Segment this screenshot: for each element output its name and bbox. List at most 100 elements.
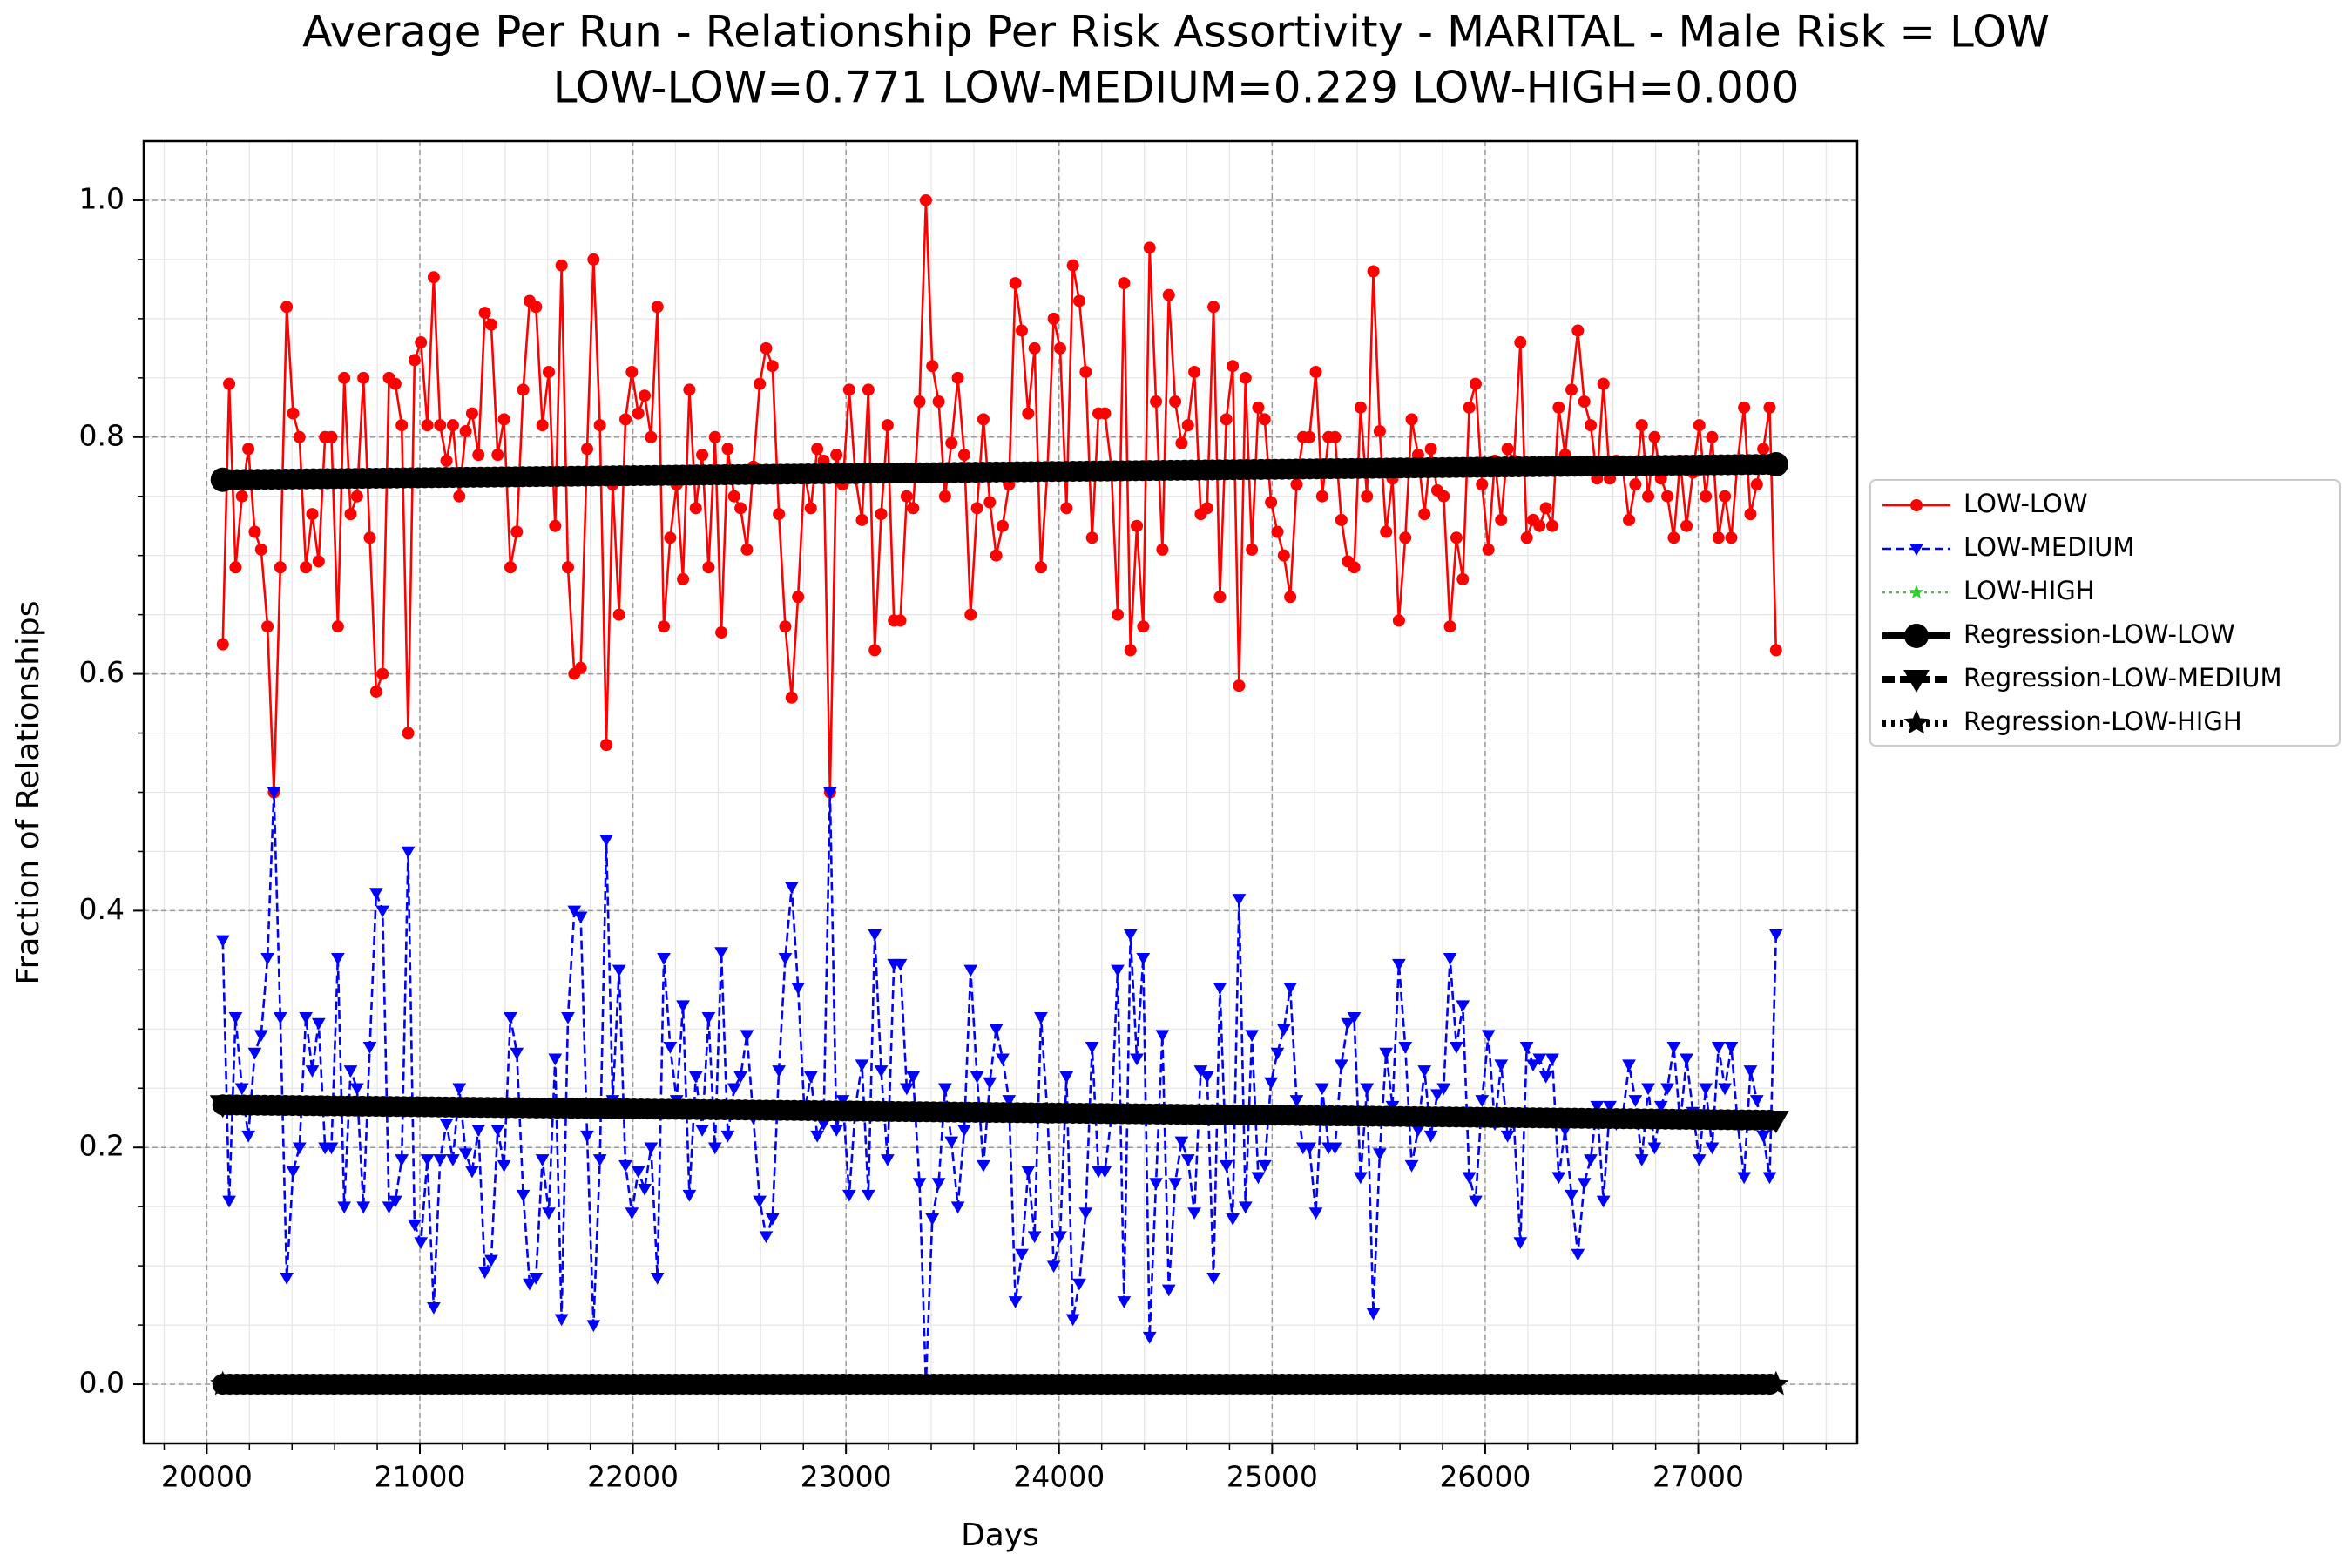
point <box>855 1059 869 1072</box>
point <box>1578 395 1591 408</box>
point <box>1309 366 1322 379</box>
point <box>1034 1011 1048 1024</box>
point <box>677 572 690 585</box>
point <box>983 496 997 509</box>
point <box>1021 1166 1036 1179</box>
point <box>990 549 1003 562</box>
point <box>1737 1172 1751 1185</box>
point <box>612 964 626 977</box>
point <box>1174 1136 1189 1149</box>
point <box>1481 1030 1496 1043</box>
point <box>1718 1083 1732 1096</box>
point <box>1361 490 1374 503</box>
point <box>229 561 242 574</box>
point <box>465 1166 479 1179</box>
point <box>1028 341 1041 355</box>
point <box>701 1011 716 1024</box>
point <box>1124 644 1137 657</box>
point <box>618 1159 632 1173</box>
point <box>1257 1159 1272 1173</box>
regression-marker <box>209 1095 236 1119</box>
point <box>235 490 248 503</box>
legend-marker <box>1903 670 1930 693</box>
point <box>477 1267 492 1279</box>
point <box>1219 1159 1233 1173</box>
point <box>1366 1308 1381 1321</box>
axes: 20000 21000 22000 23000 24000 25000 26000 27000… <box>79 181 1828 1494</box>
point <box>1417 1065 1432 1078</box>
point <box>1743 1065 1758 1078</box>
point <box>1009 277 1022 290</box>
point <box>881 1154 895 1166</box>
point <box>938 490 951 503</box>
x-tick-label: 23000 <box>801 1460 892 1494</box>
point <box>368 888 383 901</box>
x-axis-label: Days <box>961 1517 1039 1553</box>
point <box>542 1207 556 1220</box>
point <box>1712 531 1725 544</box>
point <box>415 336 428 349</box>
point <box>1635 419 1648 432</box>
point <box>1078 1207 1093 1220</box>
point <box>382 1201 396 1214</box>
point <box>1232 894 1247 906</box>
point <box>1181 419 1194 432</box>
regression-marker-band <box>212 1094 1787 1131</box>
point <box>248 525 261 538</box>
point <box>804 502 817 515</box>
point <box>1213 983 1227 995</box>
point <box>1188 366 1201 379</box>
point <box>593 419 606 432</box>
point <box>1590 1100 1605 1113</box>
point <box>1424 443 1437 456</box>
point <box>1142 1331 1157 1344</box>
point <box>241 1130 255 1143</box>
point <box>1360 1083 1375 1096</box>
point <box>612 608 625 621</box>
point <box>1565 383 1578 396</box>
point <box>1469 1195 1483 1208</box>
legend-marker <box>1904 624 1929 648</box>
point <box>881 419 894 432</box>
point <box>919 193 932 206</box>
point <box>401 846 416 859</box>
point <box>216 638 229 651</box>
point <box>1666 1041 1681 1054</box>
point <box>1303 430 1316 443</box>
point <box>561 561 574 574</box>
legend-label: LOW-HIGH <box>1963 576 2095 605</box>
point <box>714 947 728 959</box>
point <box>1227 360 1240 373</box>
point <box>510 1047 524 1060</box>
line <box>221 792 1778 1385</box>
regression-marker <box>1762 1110 1789 1133</box>
point <box>1628 1095 1643 1107</box>
point <box>1131 519 1144 532</box>
point <box>1500 1130 1515 1143</box>
point <box>715 626 728 639</box>
point <box>760 341 773 355</box>
point <box>497 1159 511 1173</box>
point <box>362 1041 377 1054</box>
point <box>1597 377 1610 390</box>
point <box>1276 1024 1291 1037</box>
point <box>280 301 294 314</box>
point <box>254 543 267 556</box>
x-tick-label: 27000 <box>1652 1460 1744 1494</box>
point <box>1015 1248 1029 1261</box>
point <box>1354 401 1367 414</box>
point <box>1622 1059 1636 1072</box>
regression-marker <box>1763 1370 1789 1396</box>
point <box>222 1195 236 1208</box>
point <box>682 1189 697 1202</box>
y-tick-label: 1.0 <box>79 181 125 215</box>
point <box>996 519 1009 532</box>
point <box>1706 430 1719 443</box>
point <box>970 1071 984 1084</box>
point <box>1513 1237 1528 1249</box>
point <box>1482 543 1495 556</box>
point <box>427 1301 441 1315</box>
point <box>1193 1065 1208 1078</box>
point <box>1539 502 1552 515</box>
y-tick-label: 0.8 <box>79 418 125 452</box>
